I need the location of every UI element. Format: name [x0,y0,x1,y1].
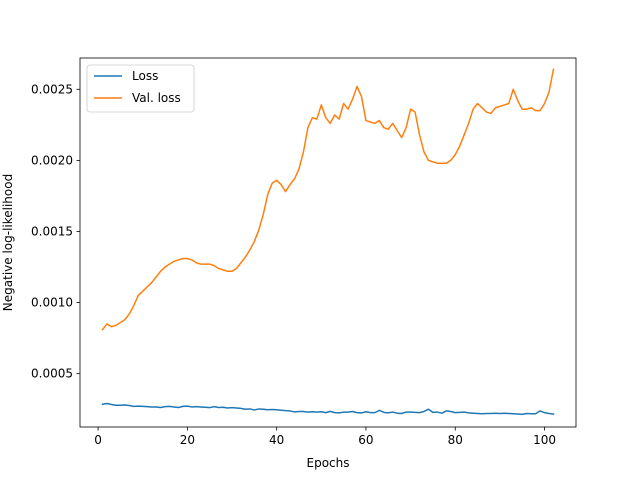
legend-label-loss: Loss [132,69,158,83]
x-tick-label: 100 [533,433,556,447]
x-tick-label: 20 [180,433,195,447]
y-tick-label: 0.0005 [31,367,73,381]
plot-frame [79,57,577,428]
x-tick-label: 80 [448,433,463,447]
legend-label-val-loss: Val. loss [132,91,181,105]
y-tick-label: 0.0020 [31,153,73,167]
series-layer [101,68,555,416]
x-axis-label: Epochs [307,456,350,470]
legend: Loss Val. loss [86,64,195,113]
y-tick-label: 0.0025 [31,82,73,96]
y-tick-label: 0.0010 [31,296,73,310]
x-tick-label: 0 [94,433,102,447]
axes-layer: 0 20 40 60 80 100 0.0005 0.0010 0.0015 0.0020 0.00… [31,82,556,447]
series-line-loss [101,402,555,416]
x-tick-label: 40 [269,433,284,447]
series-line-val-loss [101,68,555,331]
x-tick-label: 60 [358,433,373,447]
plot-area [80,58,576,427]
y-axis-label: Negative log-likelihood [1,174,15,311]
y-tick-label: 0.0015 [31,224,73,238]
